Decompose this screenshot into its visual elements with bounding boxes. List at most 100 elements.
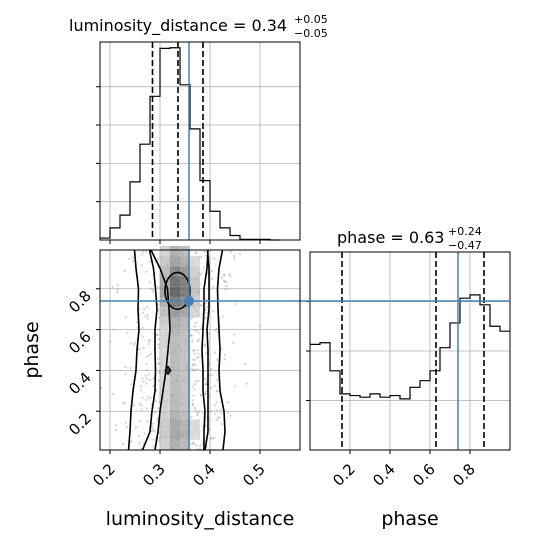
- title-phase-sub: −0.47: [448, 239, 482, 252]
- contour-outer-right: [216, 249, 226, 451]
- title-phase-sup: +0.24: [448, 225, 482, 238]
- x-tick-label: 0.4: [369, 460, 399, 490]
- density-cell: [190, 286, 200, 297]
- xlabel-luminosity-distance: luminosity_distance: [106, 508, 295, 530]
- sample-point: [122, 401, 125, 404]
- xlabel-phase: phase: [381, 508, 438, 530]
- density-cell: [180, 398, 190, 410]
- sample-point: [191, 441, 195, 444]
- sample-point: [147, 342, 150, 346]
- x-tick-label: 0.2: [89, 460, 119, 490]
- sample-point: [210, 437, 213, 440]
- sample-point: [123, 402, 126, 405]
- sample-point: [210, 270, 214, 273]
- density-cell: [160, 409, 170, 420]
- density-cell: [160, 429, 170, 440]
- sample-point: [208, 374, 211, 377]
- sample-point: [198, 331, 201, 334]
- sample-point: [124, 316, 127, 319]
- density-cell: [190, 307, 200, 318]
- sample-point: [158, 400, 161, 403]
- density-cell: [170, 286, 180, 297]
- density-cell: [170, 429, 180, 440]
- sample-point: [204, 392, 207, 396]
- sample-point: [191, 402, 195, 406]
- sample-point: [208, 427, 211, 431]
- density-cell: [160, 337, 170, 348]
- density-cell: [170, 347, 180, 359]
- sample-point: [191, 404, 194, 407]
- x-tick-label: 0.4: [189, 460, 219, 490]
- sample-point: [147, 373, 150, 376]
- x-tick-label: 0.5: [239, 460, 269, 490]
- sample-point: [142, 380, 145, 383]
- sample-point: [145, 362, 148, 365]
- sample-point: [145, 407, 149, 410]
- density-cell: [180, 307, 190, 318]
- sample-point: [145, 398, 148, 401]
- sample-point: [131, 256, 134, 259]
- sample-point: [111, 393, 114, 396]
- sample-point: [203, 250, 206, 253]
- sample-point: [133, 404, 136, 407]
- sample-point: [215, 389, 218, 393]
- sample-point: [233, 385, 236, 388]
- sample-point: [146, 420, 149, 423]
- density-cell: [180, 378, 190, 389]
- density-cell: [180, 317, 190, 328]
- sample-point: [193, 352, 196, 355]
- density-cell: [170, 368, 180, 379]
- sample-point: [193, 348, 196, 351]
- sample-point: [203, 344, 207, 347]
- density-cell: [160, 327, 170, 338]
- luminosity-distance-vs-phase-panel: 0.2 0.3 0.4 0.5 0.2 0.4 0.6 0.8: [65, 245, 510, 490]
- sample-point: [224, 288, 227, 291]
- sample-point: [200, 303, 203, 307]
- density-cell: [180, 276, 190, 287]
- sample-point: [205, 311, 208, 314]
- sample-point: [156, 333, 159, 337]
- sample-point: [215, 418, 218, 421]
- sample-point: [201, 412, 204, 415]
- density-cell: [180, 266, 190, 277]
- sample-point: [141, 326, 144, 329]
- density-cell: [170, 327, 180, 338]
- sample-point: [151, 422, 154, 425]
- sample-point: [205, 380, 208, 384]
- sample-point: [158, 370, 161, 373]
- panel-frame: [99, 249, 301, 451]
- sample-point: [138, 402, 141, 405]
- sample-point: [205, 351, 208, 355]
- sample-point: [222, 315, 225, 318]
- sample-point: [225, 284, 228, 288]
- sample-point: [194, 409, 197, 412]
- y-tick-label: 0.2: [65, 409, 95, 439]
- sample-point: [197, 338, 200, 341]
- contour-middle-right: [204, 249, 210, 451]
- sample-point: [196, 414, 199, 417]
- density-cell: [190, 429, 200, 440]
- sample-point: [216, 416, 220, 419]
- sample-point: [144, 250, 147, 253]
- sample-point: [197, 410, 200, 413]
- sample-point: [193, 369, 196, 372]
- sample-point: [157, 379, 160, 382]
- density-cell: [180, 358, 190, 369]
- sample-point: [147, 340, 150, 343]
- density-cell: [190, 276, 200, 287]
- sample-point: [191, 349, 195, 352]
- sample-point: [205, 298, 208, 301]
- sample-point: [191, 364, 194, 367]
- sample-point: [204, 317, 207, 320]
- sample-point: [149, 353, 153, 356]
- sample-point: [203, 377, 207, 380]
- histogram-step: [100, 47, 280, 241]
- density-cell: [170, 337, 180, 348]
- panel-frame: [309, 251, 511, 451]
- sample-point: [200, 313, 204, 316]
- sample-point: [220, 412, 223, 415]
- sample-point: [213, 404, 217, 407]
- sample-point: [190, 334, 193, 337]
- density-cell: [160, 256, 170, 267]
- sample-point: [140, 264, 144, 267]
